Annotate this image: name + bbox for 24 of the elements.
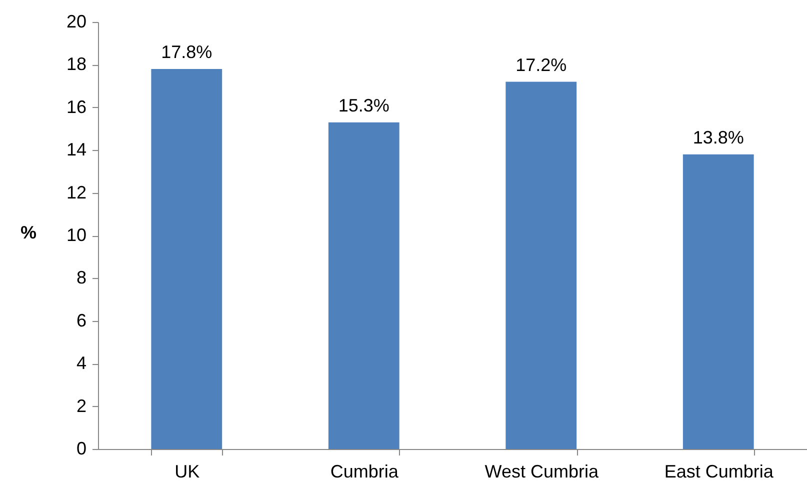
y-tick-label: 6 (76, 310, 86, 330)
y-tick-label: 12 (66, 182, 86, 202)
bar (506, 82, 577, 449)
y-tick-label: 20 (66, 12, 86, 32)
y-tick-label: 8 (76, 268, 86, 288)
y-tick-label: 18 (66, 54, 86, 74)
data-label: 17.8% (161, 42, 212, 62)
y-tick-label: 14 (66, 140, 86, 160)
x-tick-label: East Cumbria (664, 462, 774, 482)
data-label: 15.3% (338, 95, 390, 116)
bar (151, 68, 222, 449)
y-tick-label: 4 (76, 353, 86, 374)
y-tick-label: 16 (66, 96, 86, 117)
y-tick-label: 0 (76, 438, 86, 458)
x-tick-label: UK (174, 462, 200, 482)
y-tick-label: 2 (76, 396, 86, 416)
y-tick-label: 10 (66, 225, 86, 245)
data-label: 17.2% (516, 54, 567, 75)
x-tick-label: West Cumbria (484, 462, 600, 482)
x-tick-label: Cumbria (330, 462, 400, 482)
bar (682, 154, 754, 449)
bar (328, 122, 400, 449)
y-axis-title: % (20, 222, 37, 242)
data-label: 13.8% (692, 127, 744, 148)
